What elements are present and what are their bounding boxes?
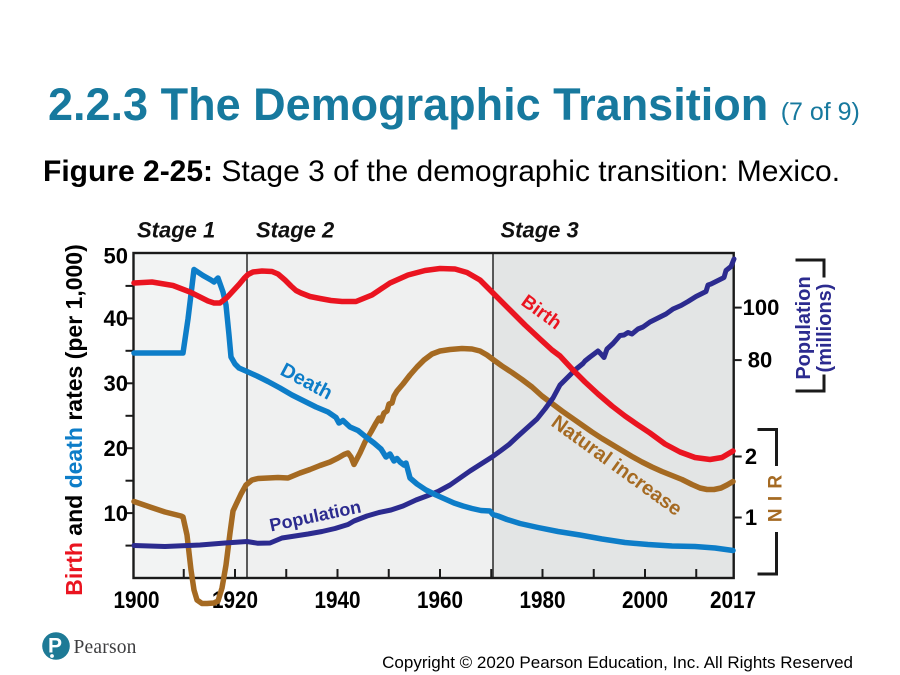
svg-text:Stage 3: Stage 3 — [501, 218, 579, 243]
svg-text:N I R: N I R — [766, 474, 787, 522]
svg-text:2000: 2000 — [622, 587, 668, 614]
svg-text:2017: 2017 — [710, 587, 756, 614]
svg-text:1940: 1940 — [315, 587, 361, 614]
svg-text:80: 80 — [748, 348, 772, 373]
svg-text:P: P — [48, 635, 62, 658]
svg-text:1900: 1900 — [114, 587, 160, 614]
svg-text:100: 100 — [743, 295, 780, 320]
svg-text:(millions): (millions) — [814, 284, 836, 373]
svg-text:1960: 1960 — [417, 587, 463, 614]
svg-text:1: 1 — [745, 505, 757, 530]
svg-text:40: 40 — [104, 306, 128, 331]
svg-text:Pearson: Pearson — [74, 637, 137, 658]
svg-text:50: 50 — [104, 244, 128, 269]
svg-text:30: 30 — [104, 371, 128, 396]
svg-text:Birth and death rates (per 1,0: Birth and death rates (per 1,000) — [61, 244, 87, 596]
svg-text:Stage 1: Stage 1 — [137, 218, 215, 243]
svg-text:1980: 1980 — [520, 587, 566, 614]
svg-text:Copyright © 2020 Pearson Educa: Copyright © 2020 Pearson Education, Inc.… — [382, 653, 853, 672]
svg-text:Population: Population — [793, 276, 815, 379]
svg-text:2: 2 — [745, 444, 757, 469]
svg-text:20: 20 — [104, 436, 128, 461]
svg-text:10: 10 — [104, 501, 128, 526]
svg-text:Stage 2: Stage 2 — [256, 218, 335, 243]
